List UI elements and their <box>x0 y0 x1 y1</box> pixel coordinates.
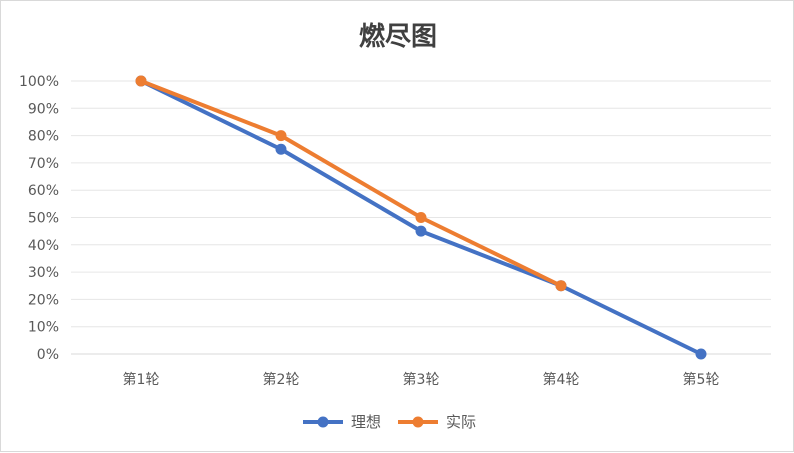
data-point <box>415 212 427 223</box>
data-point <box>275 130 287 142</box>
legend-label: 理想 <box>351 413 381 431</box>
x-tick-label: 第3轮 <box>403 371 440 388</box>
series-group <box>135 75 707 360</box>
x-tick-label: 第2轮 <box>263 371 300 388</box>
legend-label: 实际 <box>446 413 476 431</box>
x-tick-label: 第5轮 <box>683 371 720 388</box>
y-tick-label: 100% <box>19 74 59 90</box>
series-line-2 <box>139 79 563 288</box>
y-tick-label: 70% <box>28 156 59 172</box>
chart-title: 燃尽图 <box>359 22 437 52</box>
y-tick-label: 30% <box>28 265 59 281</box>
y-tick-label: 90% <box>28 101 59 117</box>
data-point <box>275 143 287 155</box>
y-tick-label: 80% <box>28 129 59 145</box>
data-point <box>135 75 147 87</box>
y-tick-label: 0% <box>37 347 59 363</box>
y-tick-label: 60% <box>28 183 59 199</box>
x-tick-label: 第4轮 <box>543 371 580 388</box>
y-tick-label: 20% <box>28 292 59 308</box>
y-tick-label: 10% <box>28 320 59 336</box>
legend: 理想 实际 <box>303 413 476 431</box>
legend-swatch-marker <box>412 416 424 428</box>
data-point <box>415 225 427 237</box>
x-axis-ticks: 第1轮 第2轮 第3轮 第4轮 第5轮 <box>123 371 720 388</box>
y-tick-label: 50% <box>28 211 59 227</box>
legend-swatch-marker <box>317 416 329 428</box>
y-axis-ticks: 0% 10% 20% 30% 40% 50% 60% 70% 80% 90% 100% <box>19 74 59 363</box>
x-tick-label: 第1轮 <box>123 371 160 388</box>
data-point <box>555 280 567 292</box>
data-point <box>695 348 707 360</box>
y-tick-label: 40% <box>28 238 59 254</box>
